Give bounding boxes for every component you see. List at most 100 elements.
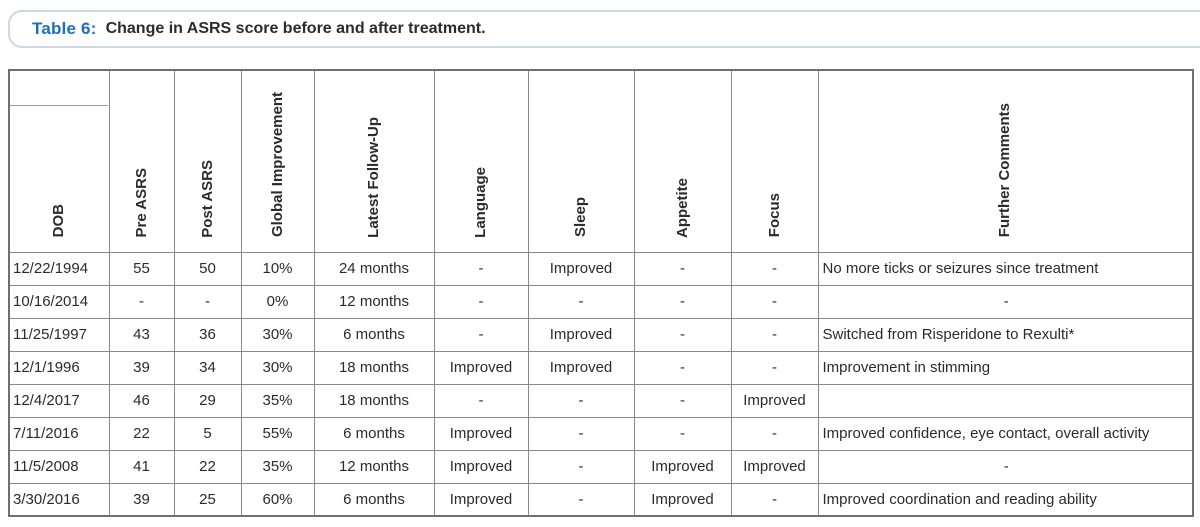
cell-global: 0%: [240, 284, 315, 319]
cell-pre: 46: [108, 383, 175, 418]
header-row: DOB Pre ASRS Post ASRS Global Improvement La…: [8, 69, 1194, 253]
cell-followup: 24 months: [313, 251, 435, 286]
dob-header-split-line: [10, 105, 108, 106]
cell-post: 50: [173, 251, 242, 286]
cell-global: 30%: [240, 317, 315, 352]
cell-comments: -: [817, 449, 1194, 484]
cell-post: -: [173, 284, 242, 319]
cell-comments: -: [817, 284, 1194, 319]
col-header-comments: Further Comments: [817, 69, 1194, 253]
table-body: 12/22/1994 55 50 10% 24 months - Improved - - No …: [8, 251, 1194, 517]
col-header-pre: Pre ASRS: [108, 69, 175, 253]
cell-followup: 18 months: [313, 383, 435, 418]
cell-post: 34: [173, 350, 242, 385]
cell-dob: 12/22/1994: [8, 251, 110, 286]
cell-focus: -: [730, 317, 819, 352]
col-header-label-dob: DOB: [50, 204, 68, 238]
cell-global: 60%: [240, 482, 315, 517]
col-header-label-sleep: Sleep: [572, 197, 590, 238]
cell-post: 5: [173, 416, 242, 451]
cell-sleep: -: [527, 383, 635, 418]
cell-appetite: -: [633, 251, 732, 286]
cell-global: 35%: [240, 383, 315, 418]
table-caption-text: Change in ASRS score before and after tr…: [105, 20, 486, 37]
cell-global: 30%: [240, 350, 315, 385]
cell-language: -: [433, 284, 529, 319]
table-row: 7/11/2016 22 5 55% 6 months Improved - - - Improv…: [8, 416, 1194, 451]
cell-appetite: -: [633, 416, 732, 451]
cell-dob: 12/1/1996: [8, 350, 110, 385]
cell-focus: Improved: [730, 383, 819, 418]
cell-sleep: -: [527, 416, 635, 451]
table-row: 12/4/2017 46 29 35% 18 months - - - Improved: [8, 383, 1194, 418]
cell-comments: No more ticks or seizures since treatmen…: [817, 251, 1194, 286]
cell-dob: 12/4/2017: [8, 383, 110, 418]
cell-post: 25: [173, 482, 242, 517]
cell-global: 35%: [240, 449, 315, 484]
cell-comments: Switched from Risperidone to Rexulti*: [817, 317, 1194, 352]
col-header-label-pre: Pre ASRS: [132, 168, 150, 238]
cell-followup: 6 months: [313, 317, 435, 352]
table-row: 12/22/1994 55 50 10% 24 months - Improved - - No …: [8, 251, 1194, 286]
cell-sleep: -: [527, 449, 635, 484]
cell-language: Improved: [433, 350, 529, 385]
cell-pre: 41: [108, 449, 175, 484]
col-header-label-comments: Further Comments: [996, 103, 1014, 238]
col-header-language: Language: [433, 69, 529, 253]
cell-sleep: -: [527, 482, 635, 517]
cell-followup: 6 months: [313, 482, 435, 517]
cell-sleep: Improved: [527, 317, 635, 352]
asrs-score-table: DOB Pre ASRS Post ASRS Global Improvement La…: [8, 69, 1194, 517]
table-caption-box: Table 6: Change in ASRS score before and…: [8, 10, 1200, 48]
table-row: 3/30/2016 39 25 60% 6 months Improved - Improve…: [8, 482, 1194, 517]
cell-pre: 22: [108, 416, 175, 451]
cell-dob: 7/11/2016: [8, 416, 110, 451]
cell-post: 36: [173, 317, 242, 352]
cell-focus: -: [730, 284, 819, 319]
col-header-dob: DOB: [8, 69, 110, 253]
cell-dob: 3/30/2016: [8, 482, 110, 517]
table-row: 11/5/2008 41 22 35% 12 months Improved - Improv…: [8, 449, 1194, 484]
col-header-global: Global Improvement: [240, 69, 315, 253]
cell-language: Improved: [433, 449, 529, 484]
cell-focus: Improved: [730, 449, 819, 484]
col-header-label-post: Post ASRS: [198, 159, 216, 238]
col-header-label-focus: Focus: [765, 193, 783, 238]
cell-followup: 12 months: [313, 284, 435, 319]
cell-appetite: -: [633, 317, 732, 352]
cell-global: 10%: [240, 251, 315, 286]
cell-focus: -: [730, 251, 819, 286]
cell-comments: [817, 383, 1194, 418]
cell-focus: -: [730, 350, 819, 385]
cell-dob: 11/25/1997: [8, 317, 110, 352]
cell-sleep: Improved: [527, 251, 635, 286]
cell-comments: Improved confidence, eye contact, overal…: [817, 416, 1194, 451]
cell-pre: 43: [108, 317, 175, 352]
cell-appetite: -: [633, 383, 732, 418]
col-header-label-global: Global Improvement: [268, 92, 286, 238]
cell-language: -: [433, 251, 529, 286]
cell-focus: -: [730, 482, 819, 517]
cell-dob: 10/16/2014: [8, 284, 110, 319]
table-row: 10/16/2014- -0% 12 months - - - - -: [8, 284, 1194, 319]
cell-post: 29: [173, 383, 242, 418]
cell-comments: Improved coordination and reading abilit…: [817, 482, 1194, 517]
col-header-followup: Latest Follow-Up: [313, 69, 435, 253]
cell-followup: 18 months: [313, 350, 435, 385]
cell-language: Improved: [433, 416, 529, 451]
cell-appetite: -: [633, 350, 732, 385]
col-header-label-followup: Latest Follow-Up: [365, 116, 383, 238]
cell-appetite: -: [633, 284, 732, 319]
table-number-label: Table 6:: [32, 19, 97, 38]
col-header-label-language: Language: [472, 166, 490, 238]
cell-focus: -: [730, 416, 819, 451]
table-row: 12/1/1996 39 34 30% 18 months Improved Improve…: [8, 350, 1194, 385]
cell-followup: 6 months: [313, 416, 435, 451]
cell-pre: -: [108, 284, 175, 319]
table-header: DOB Pre ASRS Post ASRS Global Improvement La…: [8, 69, 1194, 253]
col-header-appetite: Appetite: [633, 69, 732, 253]
cell-appetite: Improved: [633, 449, 732, 484]
cell-post: 22: [173, 449, 242, 484]
col-header-post: Post ASRS: [173, 69, 242, 253]
cell-sleep: Improved: [527, 350, 635, 385]
